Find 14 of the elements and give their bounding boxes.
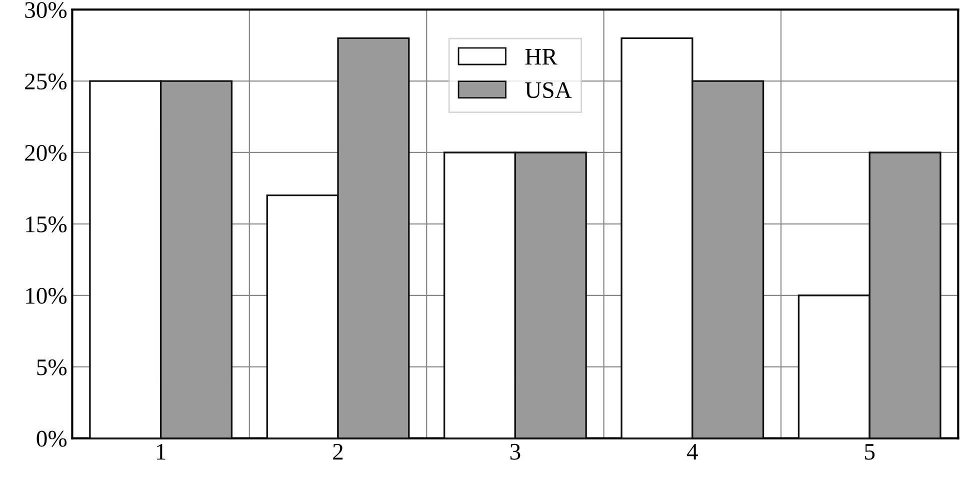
y-tick-label: 0% bbox=[36, 430, 67, 447]
legend-label: USA bbox=[525, 82, 572, 98]
y-tick-label: 15% bbox=[26, 216, 67, 232]
x-tick-label: 2 bbox=[333, 444, 343, 460]
y-tick-label: 25% bbox=[25, 74, 67, 90]
y-tick-label: 20% bbox=[25, 144, 67, 161]
x-tick-label: 5 bbox=[865, 444, 875, 460]
x-tick-label: 1 bbox=[156, 444, 166, 460]
y-tick-label: 5% bbox=[37, 359, 67, 376]
x-tick-label: 4 bbox=[686, 444, 698, 460]
y-tick-label: 30% bbox=[25, 2, 67, 18]
legend-label: HR bbox=[525, 49, 558, 65]
y-tick-label: 10% bbox=[26, 288, 67, 304]
x-tick-label: 3 bbox=[510, 444, 520, 460]
